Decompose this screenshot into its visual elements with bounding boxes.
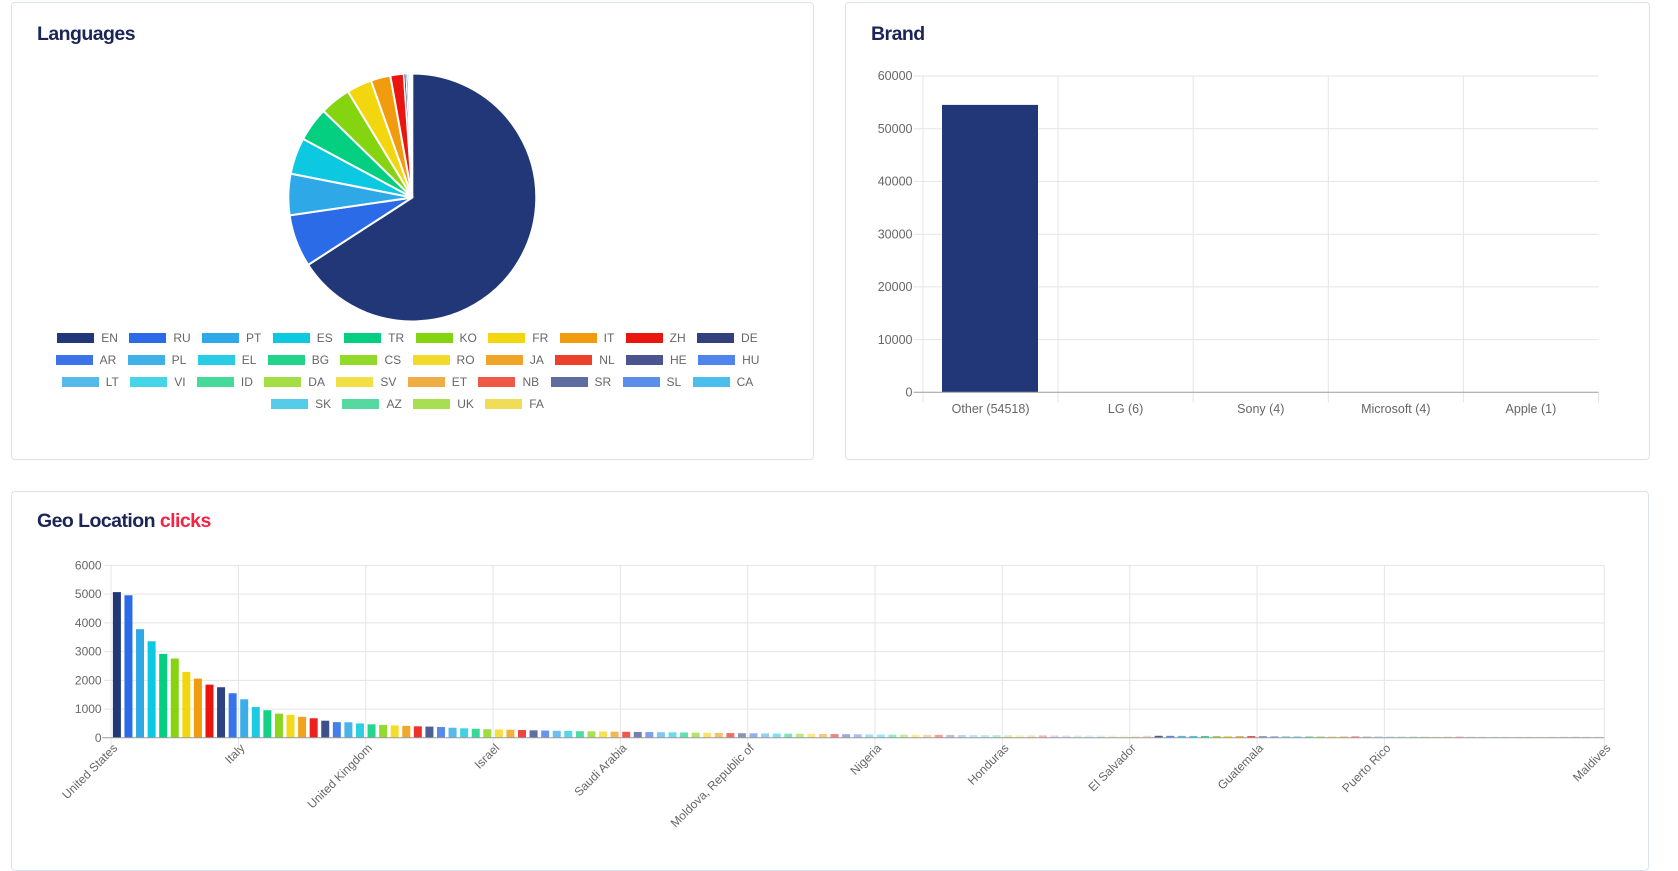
svg-text:10000: 10000 bbox=[878, 333, 913, 347]
svg-text:Sony (4): Sony (4) bbox=[1237, 402, 1284, 416]
svg-text:Honduras: Honduras bbox=[965, 741, 1012, 788]
svg-text:Other (54518): Other (54518) bbox=[952, 402, 1030, 416]
svg-text:Moldova, Republic of: Moldova, Republic of bbox=[668, 741, 758, 831]
svg-text:Microsoft (4): Microsoft (4) bbox=[1361, 402, 1430, 416]
svg-text:Guatemala: Guatemala bbox=[1215, 741, 1267, 793]
svg-text:40000: 40000 bbox=[878, 175, 913, 189]
svg-text:6000: 6000 bbox=[75, 558, 102, 572]
svg-text:Nigeria: Nigeria bbox=[847, 741, 884, 778]
svg-text:El Salvador: El Salvador bbox=[1086, 741, 1139, 794]
svg-text:United Kingdom: United Kingdom bbox=[305, 741, 375, 811]
svg-text:5000: 5000 bbox=[75, 587, 102, 601]
svg-text:20000: 20000 bbox=[878, 280, 913, 294]
svg-text:60000: 60000 bbox=[878, 69, 913, 83]
svg-text:Italy: Italy bbox=[222, 741, 247, 766]
svg-text:0: 0 bbox=[906, 386, 913, 400]
svg-text:Saudi Arabia: Saudi Arabia bbox=[571, 741, 629, 799]
svg-text:Maldives: Maldives bbox=[1570, 741, 1613, 784]
svg-text:50000: 50000 bbox=[878, 122, 913, 136]
svg-text:LG (6): LG (6) bbox=[1108, 402, 1143, 416]
svg-text:Puerto Rico: Puerto Rico bbox=[1339, 741, 1393, 795]
svg-text:3000: 3000 bbox=[75, 645, 102, 659]
svg-text:4000: 4000 bbox=[75, 616, 102, 630]
svg-text:United States: United States bbox=[59, 741, 120, 802]
svg-text:Israel: Israel bbox=[472, 741, 503, 772]
svg-text:30000: 30000 bbox=[878, 227, 913, 241]
svg-text:Apple (1): Apple (1) bbox=[1506, 402, 1557, 416]
svg-text:0: 0 bbox=[95, 731, 102, 745]
svg-text:2000: 2000 bbox=[75, 673, 102, 687]
svg-text:1000: 1000 bbox=[75, 702, 102, 716]
